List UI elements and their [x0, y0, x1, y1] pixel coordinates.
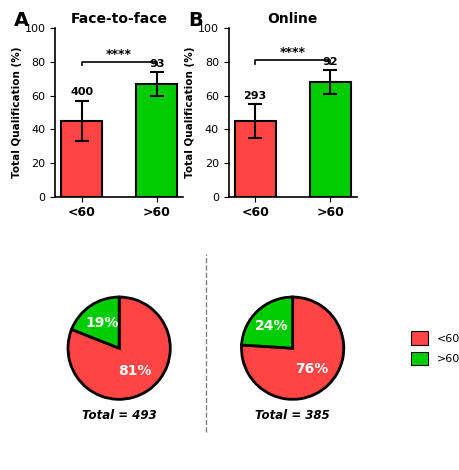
Bar	[61, 121, 102, 196]
Text: Total = 493: Total = 493	[82, 409, 156, 422]
Text: 400: 400	[70, 87, 93, 97]
Title: Online: Online	[267, 12, 317, 26]
Text: A: A	[14, 11, 29, 31]
Wedge shape	[241, 297, 343, 400]
Bar	[309, 82, 350, 196]
Text: Total = 385: Total = 385	[255, 409, 329, 422]
Wedge shape	[241, 297, 292, 348]
Y-axis label: Total Qualification (%): Total Qualification (%)	[185, 47, 195, 178]
Text: 293: 293	[243, 91, 266, 101]
Wedge shape	[68, 297, 170, 400]
Text: 24%: 24%	[254, 319, 288, 333]
Text: 19%: 19%	[85, 316, 118, 330]
Y-axis label: Total Qualification (%): Total Qualification (%)	[11, 47, 22, 178]
Text: 81%: 81%	[118, 364, 151, 378]
Wedge shape	[72, 297, 119, 348]
Text: 92: 92	[322, 57, 337, 67]
Text: B: B	[187, 11, 202, 31]
Text: 93: 93	[149, 59, 164, 69]
Bar	[234, 121, 275, 196]
Text: ****: ****	[279, 47, 305, 59]
Title: Face-to-face: Face-to-face	[71, 12, 167, 26]
Legend: <60%, >60%: <60%, >60%	[407, 328, 459, 368]
Text: ****: ****	[106, 48, 132, 61]
Bar	[136, 84, 177, 196]
Text: 76%: 76%	[295, 362, 328, 376]
